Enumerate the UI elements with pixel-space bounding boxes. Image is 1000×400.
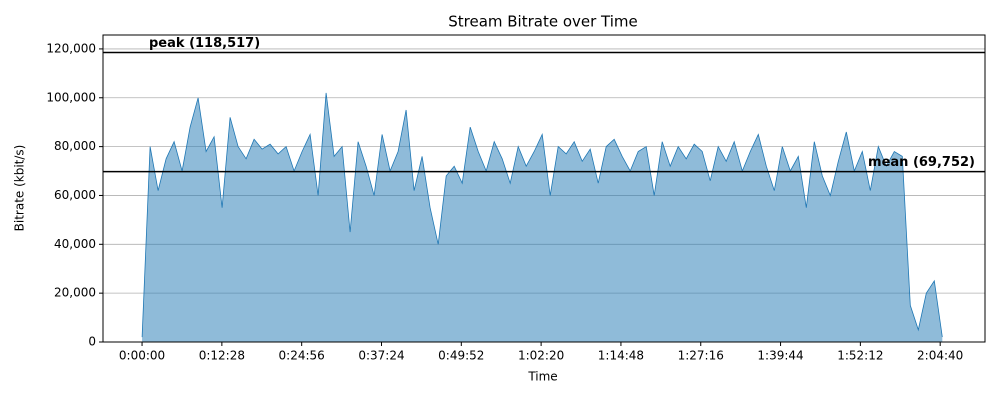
x-tick-label: 1:39:44 [757, 349, 803, 363]
x-tick-label: 1:52:12 [837, 349, 883, 363]
y-tick-label: 0 [88, 335, 96, 349]
y-tick-label: 40,000 [54, 237, 96, 251]
annotation: peak (118,517) [149, 36, 260, 51]
x-tick-label: 0:37:24 [358, 349, 404, 363]
x-tick-label: 0:00:00 [119, 349, 165, 363]
y-axis-label: Bitrate (kbit/s) [13, 145, 27, 232]
plot-frame [102, 34, 986, 343]
x-tick-label: 1:02:20 [518, 349, 564, 363]
chart-title: Stream Bitrate over Time [448, 13, 638, 31]
line [141, 92, 943, 338]
y-tick-label: 120,000 [46, 41, 96, 55]
x-axis-label: Time [527, 370, 557, 384]
y-tick-label: 60,000 [54, 188, 96, 202]
area [142, 92, 943, 343]
y-tick-label: 100,000 [46, 90, 96, 104]
x-tick-label: 1:27:16 [678, 349, 724, 363]
x-tick-label: 1:14:48 [598, 349, 644, 363]
y-tick-label: 20,000 [54, 286, 96, 300]
x-tick-label: 0:12:28 [199, 349, 245, 363]
x-tick-label: 0:49:52 [438, 349, 484, 363]
y-tick-label: 80,000 [54, 139, 96, 153]
x-tick-label: 0:24:56 [279, 349, 325, 363]
annotation: mean (69,752) [868, 155, 975, 170]
x-tick-label: 2:04:40 [917, 349, 963, 363]
